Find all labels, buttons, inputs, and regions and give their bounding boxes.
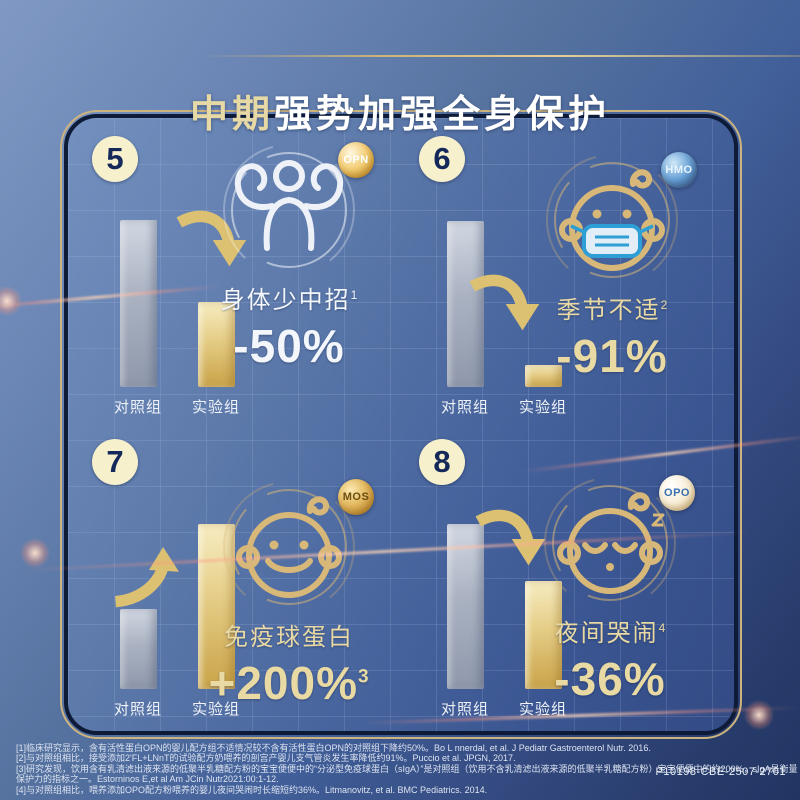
experimental-group-label: 实验组: [192, 701, 241, 718]
title-rest: 强势加强全身保护: [274, 94, 611, 137]
panel-5: 5 对照组 实验组: [76, 124, 403, 427]
experimental-group-column: 实验组: [519, 364, 568, 417]
opn-badge: OPN: [338, 142, 374, 178]
control-group-label: 对照组: [114, 701, 163, 718]
metric-text: 免疫球蛋白: [224, 623, 354, 651]
metric-text: 季节不适: [556, 297, 661, 324]
bar-chart-6: 对照组 实验组: [441, 220, 568, 417]
experimental-group-bar: [524, 581, 562, 689]
light-glow: [744, 700, 774, 730]
control-group-column: 对照组: [114, 219, 163, 417]
main-card-frame: 5 对照组 实验组: [60, 110, 742, 739]
title-rule: [200, 55, 800, 57]
opo-badge: OPO: [659, 474, 695, 511]
panel-number-badge: 7: [92, 438, 138, 485]
percent-text: -36%: [554, 652, 666, 705]
percent-value: +200%3: [181, 656, 397, 710]
control-group-label: 对照组: [441, 701, 490, 718]
panel-grid: 5 对照组 实验组: [68, 118, 734, 731]
title-highlight: 中期: [189, 94, 274, 137]
panel-7: 7 对照组 实验组: [76, 427, 403, 730]
doc-code: P10198-CBE-2507-2701: [655, 766, 786, 778]
ringed-icon-8: OPO: [525, 471, 695, 621]
metric-footnote-ref: 4: [658, 620, 666, 635]
light-glow: [20, 538, 50, 568]
highlight-zone-7: MOS 免疫球蛋白 +200%3: [181, 475, 397, 710]
ringed-icon-7: MOS: [204, 475, 374, 625]
control-group-column: 对照组: [441, 220, 490, 417]
highlight-zone-8: OPO 夜间哭闹4 -36%: [502, 471, 718, 706]
page-title: 中期强势加强全身保护: [0, 83, 800, 138]
panel-number-badge: 6: [419, 136, 465, 182]
increase-arrow-icon: [114, 546, 179, 607]
experimental-group-label: 实验组: [192, 398, 241, 416]
highlight-zone-6: HMO 季节不适2 -91%: [504, 148, 720, 383]
panel-8: 8 对照组 实验组: [403, 427, 730, 730]
decrease-arrow-icon: [176, 210, 247, 267]
mos-badge: MOS: [338, 478, 374, 515]
ringed-icon-6: HMO: [527, 148, 697, 298]
percent-value: -50%: [181, 319, 397, 373]
metric-text: 身体少中招: [220, 287, 351, 314]
strength-icon: [223, 144, 355, 276]
percent-text: +200%: [208, 656, 358, 709]
percent-text: -91%: [556, 330, 668, 382]
experimental-group-column: 实验组: [192, 301, 241, 417]
footnotes: [1]临床研究显示，含有活性蛋白OPN的婴儿配方组不适情况较不含有活性蛋白OPN…: [16, 743, 798, 795]
footnote-3: [3]研究发现，饮用含有乳清滤出液来源的低聚半乳糖配方粉的宝宝便便中的“分泌型免…: [16, 763, 798, 785]
footnote-4: [4]与对照组相比，喂养添加OPO配方粉喂养的婴儿夜间哭闹时长缩短约36%。Li…: [16, 784, 488, 795]
control-group-label: 对照组: [441, 398, 490, 416]
experimental-group-label: 实验组: [519, 398, 568, 416]
ringed-icon-5: OPN: [204, 138, 374, 288]
control-group-bar: [446, 220, 484, 387]
metric-label: 免疫球蛋白: [181, 617, 397, 652]
metric-text: 夜间哭闹: [554, 619, 659, 647]
control-group-bar: [119, 219, 157, 387]
experimental-group-bar: [197, 301, 235, 387]
footnote-1: [1]临床研究显示，含有活性蛋白OPN的婴儿配方组不适情况较不含有活性蛋白OPN…: [16, 743, 651, 753]
masked-baby-icon: [546, 154, 678, 286]
metric-footnote-ref: 2: [660, 298, 668, 312]
metric-label: 季节不适2: [504, 290, 720, 325]
metric-label: 夜间哭闹4: [502, 613, 718, 648]
percent-value: -91%: [504, 329, 720, 383]
panel-number-badge: 5: [92, 136, 138, 182]
decrease-arrow-icon: [469, 274, 540, 331]
experimental-group-bar: [524, 364, 562, 387]
percent-footnote-ref: 3: [357, 666, 370, 688]
percent-value: -36%: [502, 652, 718, 706]
hmo-badge: HMO: [661, 152, 697, 188]
light-glow: [0, 286, 22, 316]
percent-text: -50%: [233, 320, 345, 372]
control-group-bar: [119, 609, 157, 689]
panel-6: 6 对照组 实验组: [403, 124, 730, 427]
footnote-2: [2]与对照组相比，接受添加2'FL+LNnT的试验配方奶喂养的剖宫产婴儿支气管…: [16, 753, 516, 764]
control-group-label: 对照组: [114, 398, 163, 416]
metric-footnote-ref: 1: [350, 288, 358, 302]
highlight-zone-5: OPN 身体少中招1 -50%: [181, 138, 397, 373]
main-card: 5 对照组 实验组: [64, 114, 738, 735]
panel-number-badge: 8: [419, 438, 465, 485]
metric-label: 身体少中招1: [181, 280, 397, 315]
control-group-column: 对照组: [114, 609, 162, 719]
